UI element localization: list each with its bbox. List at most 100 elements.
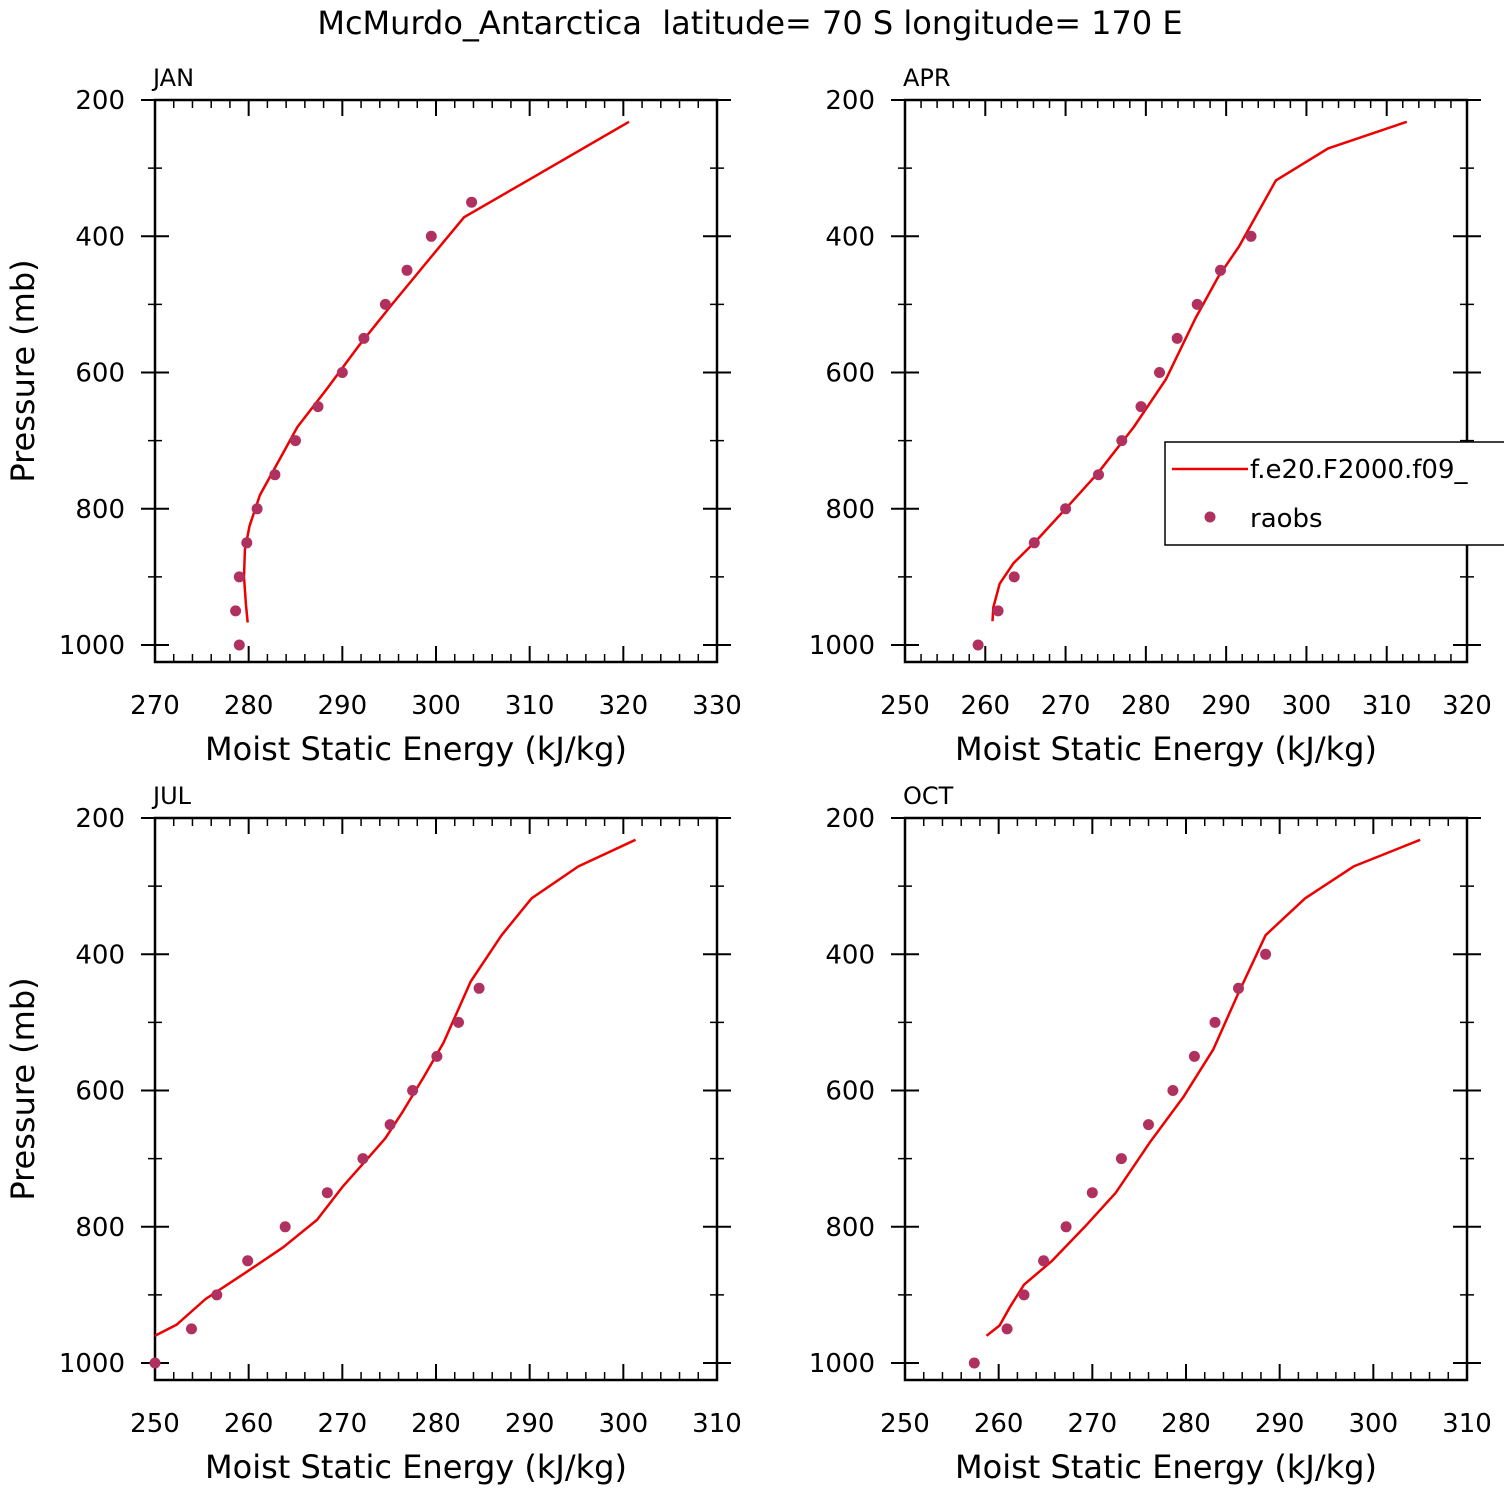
x-tick-label: 290 [505, 1409, 555, 1439]
model-profile-line [242, 120, 630, 623]
raobs-point [425, 230, 437, 242]
y-tick-label: 400 [75, 940, 125, 970]
x-tick-label: 280 [224, 691, 274, 721]
raobs-point [358, 332, 370, 344]
raobs-point [1260, 948, 1272, 960]
raobs-point [1093, 469, 1104, 481]
y-tick-label: 200 [825, 86, 875, 116]
raobs-point [1171, 332, 1183, 344]
legend-box [1164, 441, 1504, 546]
raobs-point [269, 469, 281, 481]
x-tick-label: 260 [960, 691, 1010, 721]
panel-label: JUL [151, 782, 192, 810]
x-tick-label: 270 [1041, 691, 1091, 721]
panel-label: OCT [903, 782, 954, 810]
x-tick-label: 270 [130, 691, 180, 721]
raobs-point [1086, 1187, 1098, 1199]
y-tick-label: 200 [825, 804, 875, 834]
panel-jul: JUL 250 260 270 280 290 300 310 200 400 600 800 1000… [4, 782, 742, 1486]
raobs-point [1001, 1323, 1013, 1335]
plot-frame [153, 816, 719, 1382]
raobs-point [1115, 1153, 1127, 1165]
x-tick-label: 310 [1442, 1409, 1492, 1439]
raobs-point [290, 435, 301, 447]
model-profile-line [985, 838, 1421, 1337]
raobs-point [321, 1187, 333, 1199]
x-tick-label: 250 [880, 691, 930, 721]
y-tick-label: 200 [75, 804, 125, 834]
y-tick-label: 800 [825, 1213, 875, 1243]
x-axis-label: Moist Static Energy (kJ/kg) [955, 730, 1377, 768]
raobs-point [1167, 1085, 1179, 1096]
y-tick-label: 200 [75, 86, 125, 116]
raobs-point [230, 605, 242, 617]
x-tick-label: 290 [1201, 691, 1251, 721]
x-tick-label: 300 [599, 1409, 649, 1439]
raobs-point [972, 639, 984, 651]
figure-title: McMurdo_Antarctica latitude= 70 S longit… [317, 4, 1182, 42]
x-tick-label: 260 [974, 1409, 1024, 1439]
x-tick-label: 300 [411, 691, 461, 721]
raobs-point [1060, 1221, 1072, 1233]
y-tick-label: 400 [825, 940, 875, 970]
y-tick-label: 600 [75, 359, 125, 389]
legend: f.e20.F2000.f09_raobs [1164, 441, 1504, 546]
raobs-point [1135, 401, 1147, 413]
y-tick-label: 1000 [59, 631, 125, 661]
raobs-point [233, 639, 245, 651]
raobs-point [357, 1153, 369, 1165]
x-tick-label: 270 [318, 1409, 368, 1439]
x-tick-label: 280 [1121, 691, 1171, 721]
raobs-point [968, 1357, 980, 1369]
x-tick-label: 250 [880, 1409, 930, 1439]
raobs-point [431, 1050, 443, 1062]
panel-oct: OCT 250 260 270 280 290 300 310 200 400 600 800 1000… [809, 782, 1492, 1486]
x-tick-label: 320 [599, 691, 649, 721]
panel-label: APR [903, 64, 951, 92]
panel-apr: APR 250 260 270 280 290 300 310 320 200 400 600 800 1… [809, 64, 1492, 768]
raobs-point [241, 537, 253, 549]
y-tick-label: 600 [825, 359, 875, 389]
raobs-point [1188, 1050, 1200, 1062]
raobs-point [233, 571, 245, 583]
y-tick-label: 800 [75, 495, 125, 525]
legend-raobs-swatch [1204, 511, 1216, 523]
legend-raobs-label: raobs [1250, 504, 1323, 534]
y-tick-label: 1000 [809, 631, 875, 661]
raobs-point [279, 1221, 291, 1233]
raobs-point [379, 298, 391, 310]
x-tick-label: 280 [411, 1409, 461, 1439]
y-axis-label: Pressure (mb) [4, 259, 42, 482]
raobs-point [1143, 1119, 1154, 1131]
x-tick-label: 290 [1255, 1409, 1305, 1439]
raobs-point [242, 1255, 254, 1267]
raobs-point [1060, 503, 1072, 515]
x-tick-label: 330 [692, 691, 742, 721]
raobs-point [1233, 982, 1244, 994]
y-tick-label: 400 [75, 222, 125, 252]
raobs-point [1038, 1255, 1050, 1267]
raobs-point [1018, 1289, 1030, 1301]
legend-model-label: f.e20.F2000.f09_ [1250, 455, 1468, 485]
model-profile-line [991, 120, 1408, 622]
x-tick-label: 320 [1442, 691, 1492, 721]
raobs-point [336, 367, 348, 378]
y-axis-label: Pressure (mb) [4, 977, 42, 1200]
raobs-point [251, 503, 263, 515]
x-tick-label: 270 [1068, 1409, 1118, 1439]
raobs-point [384, 1119, 396, 1131]
raobs-point [992, 605, 1004, 617]
y-tick-label: 800 [825, 495, 875, 525]
y-tick-label: 1000 [59, 1349, 125, 1379]
x-axis-label: Moist Static Energy (kJ/kg) [955, 1448, 1377, 1486]
raobs-point [1191, 298, 1203, 310]
x-tick-label: 300 [1282, 691, 1332, 721]
y-tick-label: 1000 [809, 1349, 875, 1379]
raobs-point [1245, 230, 1257, 242]
raobs-point [401, 264, 413, 276]
raobs-point [312, 401, 324, 413]
x-axis-label: Moist Static Energy (kJ/kg) [205, 730, 627, 768]
plot-frame [903, 98, 1469, 664]
panel-label: JAN [151, 64, 194, 92]
